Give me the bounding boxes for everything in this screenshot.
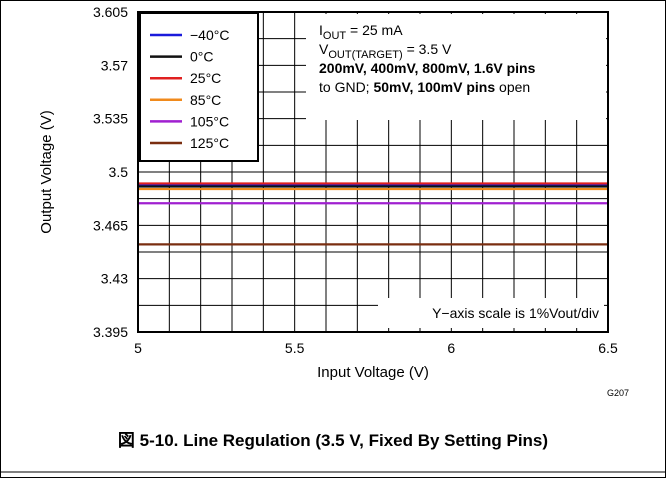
x-tick-label: 5 — [134, 340, 142, 356]
x-tick-label: 6 — [447, 340, 455, 356]
annotation-line-1: VOUT(TARGET) = 3.5 V — [319, 41, 452, 61]
annotation-segment: V — [319, 41, 329, 57]
annotation-line-2: 200mV, 400mV, 800mV, 1.6V pins — [319, 60, 536, 76]
legend-label-5: 125°C — [190, 135, 229, 151]
y-tick-label: 3.465 — [93, 217, 128, 233]
legend-label-4: 105°C — [190, 113, 229, 129]
legend-label-1: 0°C — [190, 49, 214, 65]
series-lines — [138, 182, 608, 246]
y-tick-label: 3.57 — [101, 57, 128, 73]
legend-box — [139, 12, 259, 162]
y-tick-label: 3.43 — [101, 271, 128, 287]
annotation-segment: I — [319, 22, 323, 38]
annotation-background — [306, 14, 606, 120]
x-axis-label: Input Voltage (V) — [317, 364, 429, 381]
scale-note-group: Y−axis scale is 1%Vout/div — [378, 298, 604, 328]
annotation-segment: to GND; — [319, 79, 373, 95]
y-axis-label: Output Voltage (V) — [38, 110, 55, 233]
legend-label-0: −40°C — [190, 27, 229, 43]
legend-label-3: 85°C — [190, 92, 221, 108]
annotation-segment: = 25 mA — [346, 22, 403, 38]
annotation-segment: OUT — [323, 30, 347, 42]
y-tick-labels: 3.605 3.57 3.535 3.5 3.465 3.43 3.395 — [93, 4, 128, 340]
y-tick-label: 3.5 — [109, 164, 129, 180]
annotation-segment: 200mV, 400mV, 800mV, 1.6V pins — [319, 60, 536, 76]
y-tick-label: 3.605 — [93, 4, 128, 20]
x-tick-labels: 5 5.5 6 6.5 — [134, 340, 618, 356]
legend-label-2: 25°C — [190, 70, 221, 86]
x-tick-label: 6.5 — [598, 340, 618, 356]
annotation-segment: = 3.5 V — [403, 41, 452, 57]
plot-area — [137, 11, 609, 333]
figure-caption: 図 5-10. Line Regulation (3.5 V, Fixed By… — [118, 431, 548, 450]
legend: −40°C 0°C 25°C 85°C 105°C 125°C — [139, 12, 259, 162]
annotation-line-3: to GND; 50mV, 100mV pins open — [319, 79, 530, 95]
scale-note: Y−axis scale is 1%Vout/div — [432, 305, 599, 321]
annotation-segment: OUT(TARGET) — [328, 49, 402, 61]
annotation-segment: 50mV, 100mV pins — [373, 79, 495, 95]
y-tick-label: 3.535 — [93, 111, 128, 127]
scale-note-background — [378, 298, 604, 328]
annotation-segment: open — [495, 79, 530, 95]
x-tick-label: 5.5 — [285, 340, 305, 356]
y-tick-label: 3.395 — [93, 324, 128, 340]
graph-code: G207 — [607, 388, 629, 398]
annotation-line-0: IOUT = 25 mA — [319, 22, 403, 42]
